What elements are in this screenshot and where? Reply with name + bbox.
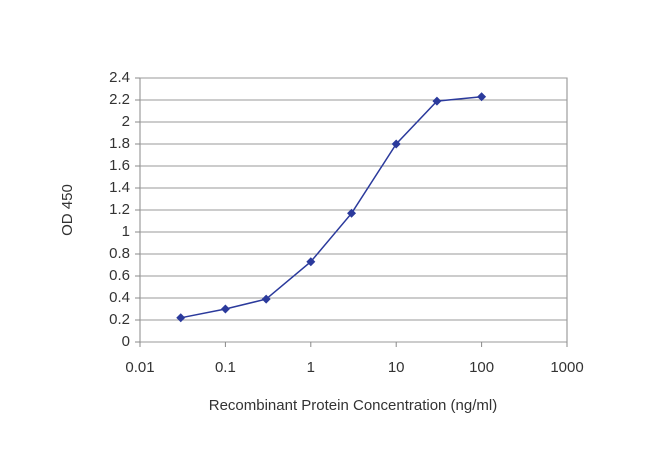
data-point [477, 92, 487, 102]
y-tick-label: 2.4 [109, 69, 130, 86]
data-line [180, 95, 482, 319]
data-point [432, 96, 442, 106]
data-point [391, 139, 401, 149]
data-point [261, 294, 271, 304]
data-point [220, 304, 230, 314]
data-point [347, 208, 357, 218]
y-axis-label: OD 450 [59, 184, 76, 236]
x-tick-label: 1 [307, 359, 315, 376]
y-tick-label: 1.6 [109, 157, 130, 174]
x-tick-label: 0.01 [125, 359, 154, 376]
x-tick-label: 100 [469, 359, 494, 376]
x-tick-label: 1000 [550, 359, 583, 376]
y-tick-label: 0 [122, 333, 130, 350]
y-tick-label: 0.2 [109, 311, 130, 328]
y-tick-label: 2 [122, 113, 130, 130]
x-tick-label: 0.1 [215, 359, 236, 376]
y-tick-label: 0.8 [109, 245, 130, 262]
y-tick-label: 1.8 [109, 135, 130, 152]
x-tick-label: 10 [388, 359, 405, 376]
y-tick-label: 0.6 [109, 267, 130, 284]
y-tick-label: 0.4 [109, 289, 130, 306]
data-point [176, 313, 186, 323]
y-tick-label: 1.2 [109, 201, 130, 218]
y-tick-label: 1 [122, 223, 130, 240]
y-tick-label: 2.2 [109, 91, 130, 108]
y-tick-label: 1.4 [109, 179, 130, 196]
x-axis-label: Recombinant Protein Concentration (ng/ml… [209, 397, 497, 414]
data-point [306, 257, 316, 267]
